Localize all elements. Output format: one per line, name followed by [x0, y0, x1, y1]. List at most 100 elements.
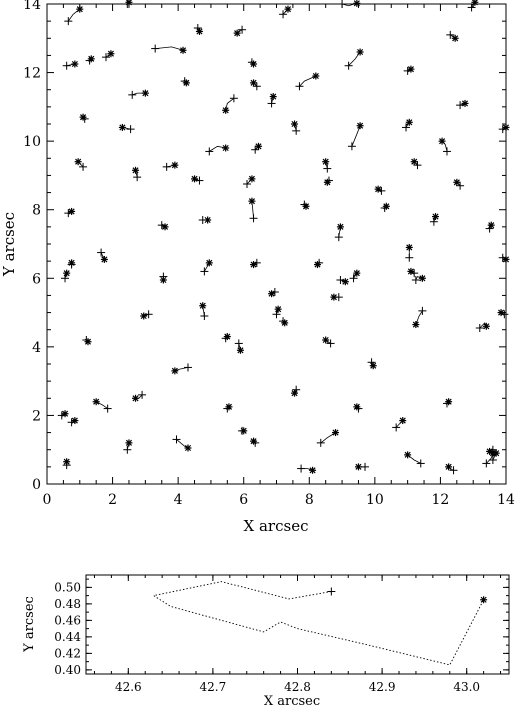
track-end-marker — [100, 255, 108, 263]
track-end-marker — [191, 175, 199, 183]
track-end-marker — [353, 403, 361, 411]
track-start-marker — [128, 90, 137, 99]
track-start-marker — [488, 456, 497, 464]
track-end-marker — [222, 106, 230, 114]
top-y-tick-label: 2 — [32, 408, 41, 424]
track-end-marker — [204, 216, 212, 224]
track-end-marker — [248, 175, 256, 183]
track-end-marker — [161, 223, 169, 231]
track-end-marker — [502, 123, 510, 131]
track-end-marker — [356, 122, 364, 130]
bottom-y-tick-label: 0.46 — [54, 613, 81, 627]
track-start-marker — [416, 459, 425, 468]
track-end-marker — [330, 293, 338, 301]
track-start-marker — [251, 145, 260, 154]
top-y-tick-label: 10 — [23, 134, 41, 150]
track-end-marker — [410, 158, 418, 166]
track-end-marker — [63, 269, 71, 277]
track-start-marker — [410, 269, 419, 278]
track-end-marker — [405, 243, 413, 251]
bottom-x-axis-title: X arcsec — [264, 694, 320, 709]
top-y-tick-label: 6 — [32, 271, 41, 287]
track-end-marker — [184, 444, 192, 452]
track-end-marker — [84, 338, 92, 346]
track-end-marker — [482, 322, 490, 330]
bottom-y-tick-label: 0.48 — [54, 597, 81, 611]
track-end-marker — [356, 48, 364, 56]
track-end-marker — [250, 437, 258, 445]
track-end-marker — [445, 398, 453, 406]
track-end-marker — [269, 93, 277, 101]
motion-tracks-plot: 0 2 4 6 8 10 12 14 0 2 4 6 8 10 12 14 X arcsec Y arcse… — [0, 0, 515, 535]
bottom-y-tick-label: 0.50 — [54, 580, 81, 594]
bottom-x-tick-label: 43.0 — [453, 680, 480, 694]
track-end-marker — [453, 178, 461, 186]
track-start-marker — [200, 267, 209, 276]
track-start-marker — [297, 464, 306, 473]
top-y-tick-label: 14 — [23, 0, 41, 13]
bottom-plot-frame — [85, 574, 510, 675]
track-start-marker — [172, 435, 181, 444]
track-end-marker — [322, 336, 330, 344]
track-end-marker — [171, 367, 179, 375]
track-start-marker — [267, 99, 276, 108]
track-end-marker — [302, 202, 310, 210]
top-axis-ticks — [46, 3, 507, 485]
track-end-marker — [461, 99, 469, 107]
track-start-marker — [449, 466, 458, 475]
track-start-marker — [344, 61, 353, 70]
track-end-marker — [76, 5, 84, 13]
track-line — [351, 125, 361, 147]
track-start-marker — [249, 214, 258, 223]
track-end-marker — [141, 89, 149, 97]
track-end-marker — [125, 0, 133, 6]
track-start-marker — [123, 445, 132, 454]
track-end-marker — [438, 137, 446, 145]
top-y-tick-labels: 0 2 4 6 8 10 12 14 — [23, 0, 41, 493]
track-end-marker — [291, 389, 299, 397]
track-end-marker — [240, 427, 248, 435]
track-start-marker — [485, 224, 494, 233]
track-end-marker — [480, 596, 488, 604]
track-end-marker — [222, 144, 230, 152]
track-start-marker — [238, 25, 247, 34]
track-end-marker — [309, 466, 317, 474]
track-start-marker — [482, 459, 491, 468]
track-end-marker — [236, 346, 244, 354]
track-end-marker — [432, 213, 440, 221]
track-end-marker — [322, 158, 330, 166]
track-start-marker — [361, 462, 370, 471]
track-start-marker — [498, 125, 507, 134]
track-start-marker — [64, 17, 73, 26]
bottom-y-tick-labels: 0.40 0.42 0.44 0.46 0.48 0.50 — [54, 580, 81, 677]
top-y-tick-label: 12 — [23, 66, 41, 82]
track-end-marker — [63, 458, 71, 466]
track-start-marker — [403, 66, 412, 75]
track-end-marker — [140, 312, 148, 320]
bottom-y-tick-label: 0.42 — [54, 646, 81, 660]
track-start-marker — [295, 82, 304, 91]
track-start-marker — [446, 30, 455, 39]
track-end-marker — [382, 202, 390, 210]
track-end-marker — [250, 60, 258, 68]
top-x-axis-title: X arcsec — [244, 517, 309, 535]
track-start-marker — [270, 288, 279, 296]
top-y-axis-title: Y arcsec — [0, 212, 18, 277]
track-end-marker — [171, 161, 179, 169]
track-end-marker — [407, 65, 415, 73]
track-end-marker — [233, 29, 241, 37]
track-start-marker — [252, 258, 261, 267]
track-end-marker — [68, 259, 76, 267]
track-start-marker — [103, 404, 112, 413]
track-end-marker — [332, 429, 340, 437]
track-start-marker — [316, 438, 325, 447]
track-line — [299, 75, 316, 87]
track-end-marker — [79, 113, 87, 121]
track-start-marker — [200, 312, 209, 320]
track-line — [320, 432, 336, 444]
track-end-marker — [199, 302, 207, 310]
top-y-tick-label: 8 — [32, 203, 41, 219]
track-end-marker — [71, 60, 79, 68]
track-start-marker — [498, 253, 507, 262]
track-line — [155, 46, 184, 51]
